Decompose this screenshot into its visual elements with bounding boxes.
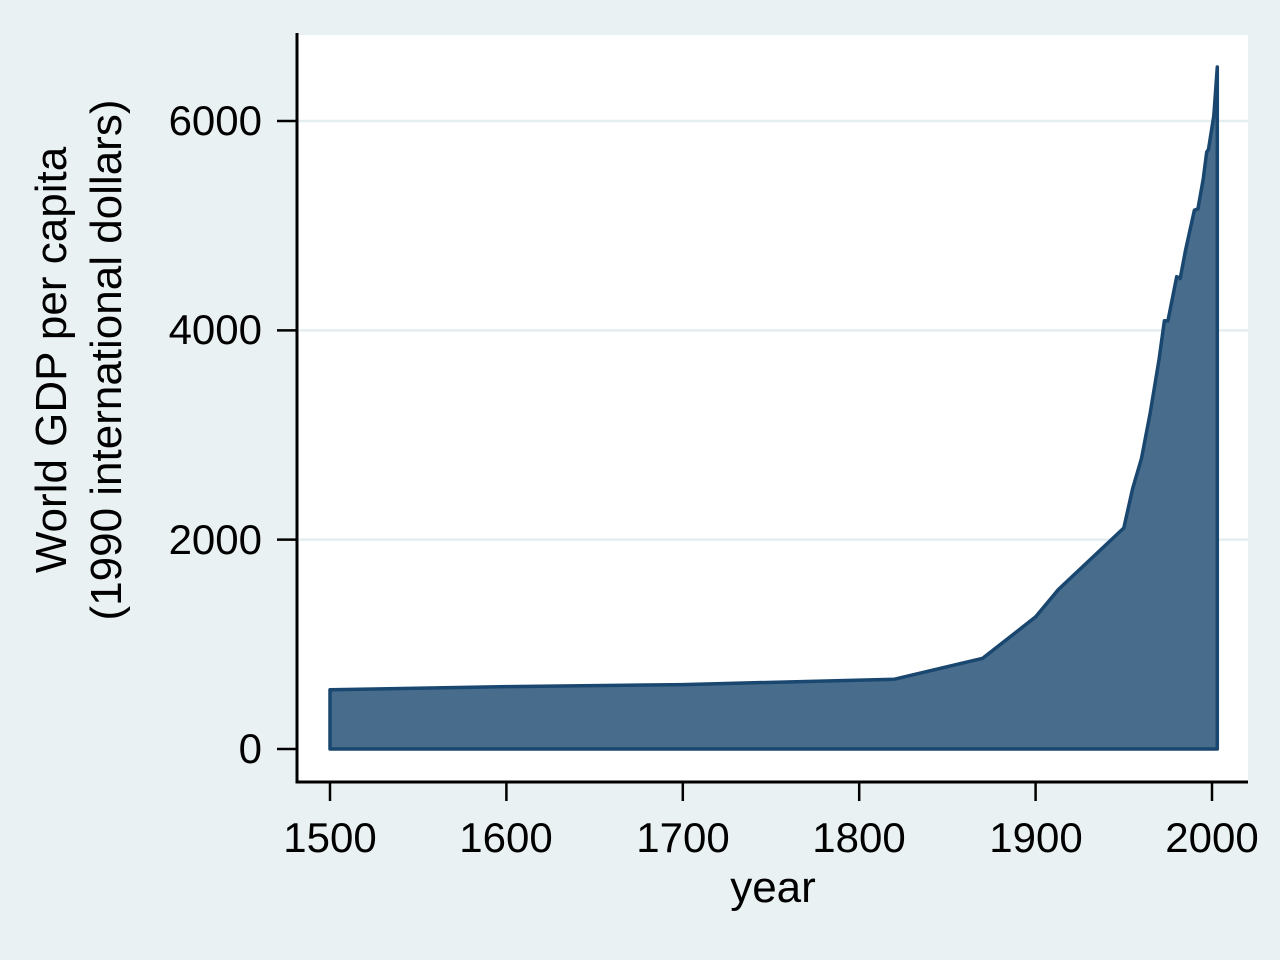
x-axis-title: year — [730, 863, 816, 912]
y-tick-label-2000: 2000 — [168, 516, 262, 563]
y-axis-title: World GDP per capita (1990 international… — [24, 0, 134, 760]
gridlines — [299, 119, 1248, 541]
x-tick-label-1600: 1600 — [459, 814, 553, 861]
y-axis-ticks — [277, 119, 297, 751]
y-tick-label-6000: 6000 — [168, 97, 262, 144]
x-tick-label-1500: 1500 — [283, 814, 377, 861]
x-tick-label-1700: 1700 — [636, 814, 730, 861]
x-axis-ticks — [328, 782, 1214, 801]
y-axis-title-line2: (1990 international dollars) — [82, 99, 131, 621]
y-tick-label-0: 0 — [238, 725, 262, 772]
x-tick-label-2000: 2000 — [1165, 814, 1259, 861]
x-tick-label-1800: 1800 — [812, 814, 906, 861]
y-tick-label-4000: 4000 — [168, 306, 262, 353]
x-tick-label-1900: 1900 — [989, 814, 1083, 861]
y-axis-title-line1: World GDP per capita — [27, 146, 76, 574]
gdp-area-series — [328, 65, 1220, 751]
